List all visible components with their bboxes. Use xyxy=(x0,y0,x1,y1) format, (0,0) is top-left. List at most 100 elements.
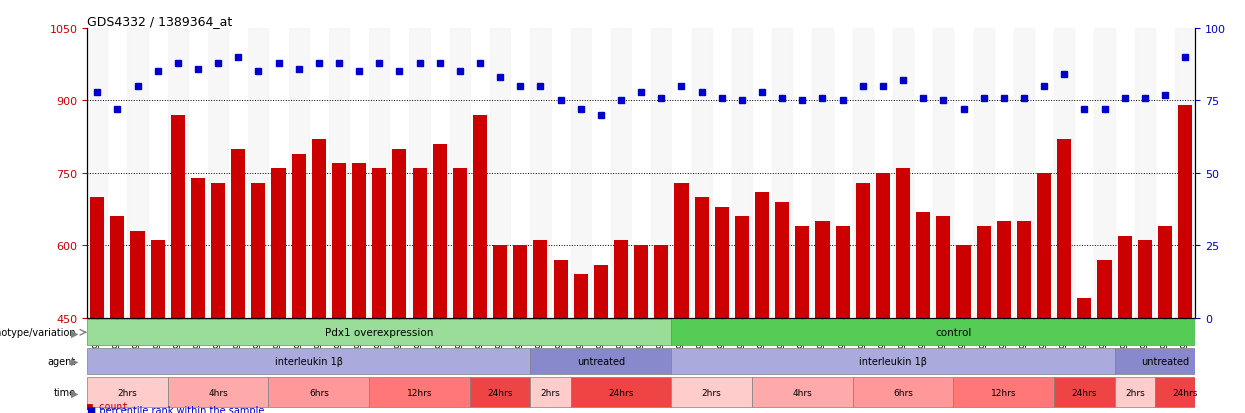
Bar xyxy=(651,29,671,318)
Text: 2hrs: 2hrs xyxy=(117,388,137,397)
FancyBboxPatch shape xyxy=(168,377,269,407)
Bar xyxy=(87,29,107,318)
Bar xyxy=(90,197,105,413)
Bar xyxy=(433,145,447,413)
Text: ■ percentile rank within the sample: ■ percentile rank within the sample xyxy=(87,405,264,413)
FancyBboxPatch shape xyxy=(269,377,370,407)
Bar xyxy=(1178,106,1193,413)
Bar xyxy=(412,169,427,413)
Text: genotype/variation: genotype/variation xyxy=(0,328,76,337)
Text: 12hrs: 12hrs xyxy=(991,388,1017,397)
Text: 12hrs: 12hrs xyxy=(407,388,432,397)
Bar xyxy=(754,193,769,413)
Text: ▶: ▶ xyxy=(71,328,78,337)
Text: interleukin 1β: interleukin 1β xyxy=(859,356,928,366)
Bar xyxy=(974,29,994,318)
Bar xyxy=(956,246,971,413)
Bar xyxy=(735,217,749,413)
Bar xyxy=(493,246,507,413)
Bar xyxy=(614,241,627,413)
Bar xyxy=(594,265,608,413)
Bar xyxy=(248,29,269,318)
Bar xyxy=(372,169,386,413)
Bar xyxy=(1118,236,1132,413)
Text: 24hrs: 24hrs xyxy=(1072,388,1097,397)
Text: 4hrs: 4hrs xyxy=(208,388,228,397)
Bar xyxy=(449,29,469,318)
Text: time: time xyxy=(54,387,76,397)
Bar xyxy=(634,246,649,413)
Bar xyxy=(271,169,285,413)
Bar xyxy=(1017,222,1031,413)
Bar xyxy=(530,29,550,318)
Bar xyxy=(208,29,228,318)
Text: 24hrs: 24hrs xyxy=(609,388,634,397)
Bar xyxy=(1037,173,1051,413)
Bar xyxy=(352,164,366,413)
Bar xyxy=(410,29,430,318)
FancyBboxPatch shape xyxy=(671,320,1225,345)
Bar xyxy=(896,169,910,413)
Bar xyxy=(1094,29,1114,318)
Bar xyxy=(855,183,870,413)
FancyBboxPatch shape xyxy=(853,377,954,407)
FancyBboxPatch shape xyxy=(370,377,469,407)
FancyBboxPatch shape xyxy=(87,320,671,345)
Text: ▶: ▶ xyxy=(71,387,78,397)
Bar xyxy=(1158,226,1172,413)
Bar xyxy=(151,241,164,413)
Bar xyxy=(329,29,349,318)
FancyBboxPatch shape xyxy=(87,377,168,407)
Bar xyxy=(513,246,528,413)
Bar xyxy=(311,140,326,413)
Bar xyxy=(171,116,184,413)
Bar xyxy=(835,226,849,413)
FancyBboxPatch shape xyxy=(530,377,570,407)
Text: 2hrs: 2hrs xyxy=(540,388,560,397)
Bar xyxy=(473,116,487,413)
Bar xyxy=(695,197,708,413)
Bar xyxy=(936,217,950,413)
Bar xyxy=(392,150,406,413)
Bar xyxy=(691,29,712,318)
Bar xyxy=(370,29,390,318)
Bar xyxy=(976,226,991,413)
Bar xyxy=(212,183,225,413)
Bar xyxy=(1175,29,1195,318)
Bar xyxy=(533,241,548,413)
FancyBboxPatch shape xyxy=(671,377,752,407)
Bar xyxy=(876,173,890,413)
Bar xyxy=(997,222,1011,413)
Bar xyxy=(1134,29,1155,318)
Bar xyxy=(772,29,792,318)
Bar xyxy=(611,29,631,318)
FancyBboxPatch shape xyxy=(1114,348,1215,374)
Bar xyxy=(574,275,588,413)
Bar xyxy=(916,212,930,413)
Bar xyxy=(893,29,913,318)
Bar xyxy=(796,226,809,413)
Text: 24hrs: 24hrs xyxy=(1173,388,1198,397)
Bar xyxy=(291,154,306,413)
Text: control: control xyxy=(935,328,971,337)
Bar xyxy=(554,260,568,413)
Bar xyxy=(168,29,188,318)
Bar xyxy=(675,183,688,413)
Bar xyxy=(934,29,954,318)
FancyBboxPatch shape xyxy=(469,377,530,407)
FancyBboxPatch shape xyxy=(530,348,671,374)
Text: 6hrs: 6hrs xyxy=(309,388,329,397)
FancyBboxPatch shape xyxy=(671,348,1114,374)
Bar xyxy=(1055,29,1074,318)
Bar xyxy=(813,29,833,318)
Text: 2hrs: 2hrs xyxy=(1125,388,1144,397)
Text: 2hrs: 2hrs xyxy=(702,388,722,397)
FancyBboxPatch shape xyxy=(954,377,1055,407)
Bar xyxy=(1013,29,1035,318)
Text: untreated: untreated xyxy=(576,356,625,366)
Text: GDS4332 / 1389364_at: GDS4332 / 1389364_at xyxy=(87,15,233,28)
Text: 4hrs: 4hrs xyxy=(793,388,812,397)
Bar xyxy=(127,29,148,318)
FancyBboxPatch shape xyxy=(1155,377,1215,407)
Bar xyxy=(715,207,728,413)
